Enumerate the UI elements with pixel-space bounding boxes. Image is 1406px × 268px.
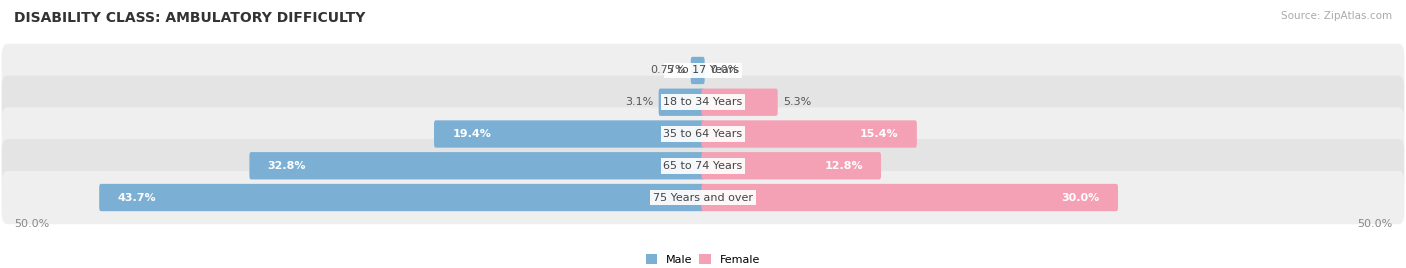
FancyBboxPatch shape — [702, 152, 882, 179]
Text: 19.4%: 19.4% — [453, 129, 491, 139]
FancyBboxPatch shape — [249, 152, 704, 179]
Text: 35 to 64 Years: 35 to 64 Years — [664, 129, 742, 139]
Text: 50.0%: 50.0% — [1357, 219, 1392, 229]
Text: 43.7%: 43.7% — [117, 192, 156, 203]
FancyBboxPatch shape — [1, 76, 1405, 129]
FancyBboxPatch shape — [690, 57, 704, 84]
Text: 30.0%: 30.0% — [1062, 192, 1099, 203]
Text: 65 to 74 Years: 65 to 74 Years — [664, 161, 742, 171]
Text: 0.0%: 0.0% — [710, 65, 738, 76]
FancyBboxPatch shape — [702, 120, 917, 148]
Text: 12.8%: 12.8% — [824, 161, 863, 171]
Text: 0.77%: 0.77% — [650, 65, 686, 76]
Text: 18 to 34 Years: 18 to 34 Years — [664, 97, 742, 107]
FancyBboxPatch shape — [658, 89, 704, 116]
FancyBboxPatch shape — [1, 107, 1405, 161]
FancyBboxPatch shape — [1, 139, 1405, 192]
Text: 5.3%: 5.3% — [783, 97, 811, 107]
Text: Source: ZipAtlas.com: Source: ZipAtlas.com — [1281, 11, 1392, 21]
FancyBboxPatch shape — [100, 184, 704, 211]
Text: 32.8%: 32.8% — [267, 161, 307, 171]
Legend: Male, Female: Male, Female — [641, 250, 765, 268]
Text: 3.1%: 3.1% — [626, 97, 654, 107]
Text: 5 to 17 Years: 5 to 17 Years — [666, 65, 740, 76]
Text: 50.0%: 50.0% — [14, 219, 49, 229]
FancyBboxPatch shape — [1, 44, 1405, 97]
Text: 75 Years and over: 75 Years and over — [652, 192, 754, 203]
FancyBboxPatch shape — [434, 120, 704, 148]
Text: 15.4%: 15.4% — [860, 129, 898, 139]
FancyBboxPatch shape — [702, 89, 778, 116]
FancyBboxPatch shape — [1, 171, 1405, 224]
FancyBboxPatch shape — [702, 184, 1118, 211]
Text: DISABILITY CLASS: AMBULATORY DIFFICULTY: DISABILITY CLASS: AMBULATORY DIFFICULTY — [14, 11, 366, 25]
